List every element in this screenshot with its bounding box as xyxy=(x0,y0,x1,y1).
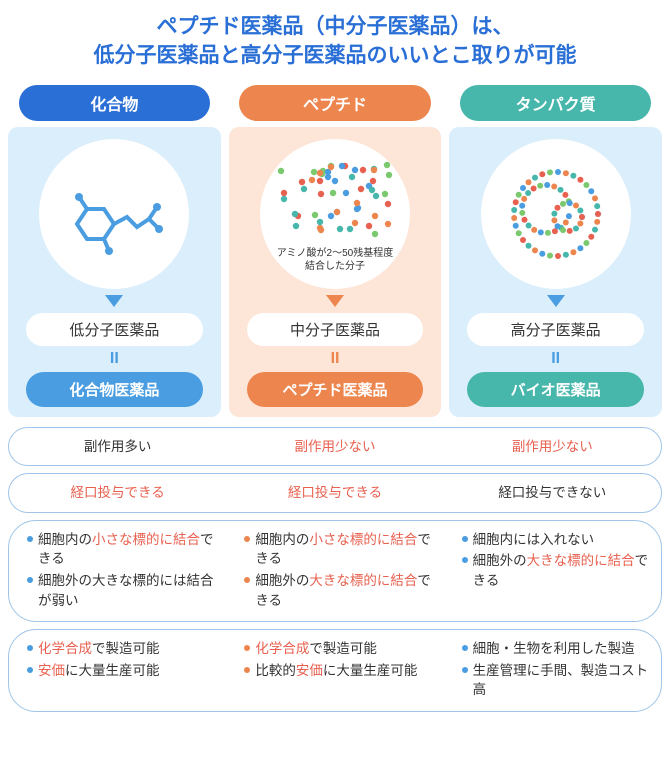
columns-container: 化合物 低分子医薬品 II 化合物医薬品 ペプチド xyxy=(8,85,662,417)
feature-bullet: 細胞外の大きな標的には結合が弱い xyxy=(27,571,214,610)
feature-cell: 副作用少ない xyxy=(448,435,657,459)
equals-icon: II xyxy=(235,350,436,368)
title-line2: 低分子医薬品と高分子医薬品のいいとこ取りが可能 xyxy=(8,41,662,70)
feature-cell: 副作用少ない xyxy=(230,435,439,459)
column-header: 化合物 xyxy=(19,85,210,121)
feature-bullet: 生産管理に手間、製造コスト高 xyxy=(462,661,649,700)
molecule-illustration: アミノ酸が2〜50残基程度結合した分子 xyxy=(260,139,410,289)
arrow-down-icon xyxy=(326,295,344,307)
feature-cell: 化学合成で製造可能安価に大量生産可能 xyxy=(13,637,222,704)
arrow-down-icon xyxy=(547,295,565,307)
molecule-illustration xyxy=(39,139,189,289)
feature-cell: 細胞内の小さな標的に結合できる細胞外の大きな標的に結合できる xyxy=(230,528,439,614)
feature-row: 副作用多い副作用少ない副作用少ない xyxy=(8,427,662,467)
category-label: 中分子医薬品 xyxy=(247,313,424,346)
drug-type-label: ペプチド医薬品 xyxy=(247,372,424,407)
column-1: ペプチド アミノ酸が2〜50残基程度結合した分子 中分子医薬品 II ペプチド医… xyxy=(229,85,442,417)
feature-table: 副作用多い副作用少ない副作用少ない経口投与できる経口投与できる経口投与できない細… xyxy=(8,427,662,712)
feature-bullet: 細胞・生物を利用した製造 xyxy=(462,639,649,659)
column-header: ペプチド xyxy=(239,85,430,121)
column-header: タンパク質 xyxy=(460,85,651,121)
category-label: 高分子医薬品 xyxy=(467,313,644,346)
feature-cell: 経口投与できる xyxy=(13,481,222,505)
feature-row: 経口投与できる経口投与できる経口投与できない xyxy=(8,473,662,513)
title-line1: ペプチド医薬品（中分子医薬品）は、 xyxy=(8,12,662,41)
feature-cell: 経口投与できない xyxy=(448,481,657,505)
column-body: 高分子医薬品 II バイオ医薬品 xyxy=(449,127,662,417)
column-body: 低分子医薬品 II 化合物医薬品 xyxy=(8,127,221,417)
feature-bullet: 細胞内の小さな標的に結合できる xyxy=(244,530,431,569)
column-0: 化合物 低分子医薬品 II 化合物医薬品 xyxy=(8,85,221,417)
feature-cell: 細胞・生物を利用した製造生産管理に手間、製造コスト高 xyxy=(448,637,657,704)
feature-row: 細胞内の小さな標的に結合できる細胞外の大きな標的には結合が弱い細胞内の小さな標的… xyxy=(8,520,662,622)
molecule-illustration xyxy=(481,139,631,289)
illus-caption: アミノ酸が2〜50残基程度結合した分子 xyxy=(265,247,406,273)
feature-cell: 化学合成で製造可能比較的安価に大量生産可能 xyxy=(230,637,439,704)
arrow-down-icon xyxy=(105,295,123,307)
feature-cell: 細胞内の小さな標的に結合できる細胞外の大きな標的には結合が弱い xyxy=(13,528,222,614)
feature-row: 化学合成で製造可能安価に大量生産可能化学合成で製造可能比較的安価に大量生産可能細… xyxy=(8,629,662,712)
feature-bullet: 細胞内には入れない xyxy=(462,530,649,550)
category-label: 低分子医薬品 xyxy=(26,313,203,346)
feature-bullet: 比較的安価に大量生産可能 xyxy=(244,661,431,681)
equals-icon: II xyxy=(14,350,215,368)
column-body: アミノ酸が2〜50残基程度結合した分子 中分子医薬品 II ペプチド医薬品 xyxy=(229,127,442,417)
feature-bullet: 化学合成で製造可能 xyxy=(244,639,431,659)
feature-cell: 細胞内には入れない細胞外の大きな標的に結合できる xyxy=(448,528,657,614)
equals-icon: II xyxy=(455,350,656,368)
feature-bullet: 安価に大量生産可能 xyxy=(27,661,214,681)
feature-bullet: 細胞外の大きな標的に結合できる xyxy=(462,551,649,590)
drug-type-label: 化合物医薬品 xyxy=(26,372,203,407)
column-2: タンパク質 高分子医薬品 II バイオ医薬品 xyxy=(449,85,662,417)
feature-bullet: 細胞外の大きな標的に結合できる xyxy=(244,571,431,610)
page-title: ペプチド医薬品（中分子医薬品）は、 低分子医薬品と高分子医薬品のいいとこ取りが可… xyxy=(8,12,662,71)
feature-cell: 副作用多い xyxy=(13,435,222,459)
drug-type-label: バイオ医薬品 xyxy=(467,372,644,407)
feature-bullet: 化学合成で製造可能 xyxy=(27,639,214,659)
feature-bullet: 細胞内の小さな標的に結合できる xyxy=(27,530,214,569)
feature-cell: 経口投与できる xyxy=(230,481,439,505)
